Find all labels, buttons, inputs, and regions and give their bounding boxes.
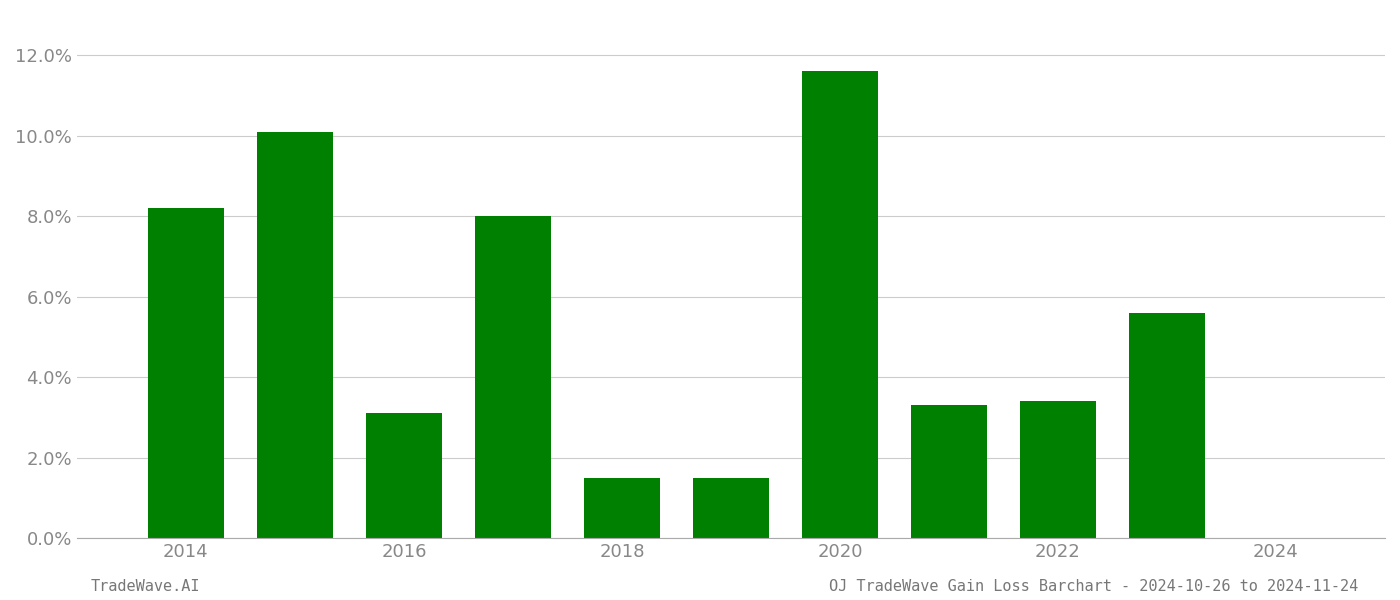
Bar: [475, 216, 552, 538]
Bar: [911, 406, 987, 538]
Bar: [1128, 313, 1205, 538]
Bar: [1019, 401, 1096, 538]
Text: TradeWave.AI: TradeWave.AI: [91, 579, 200, 594]
Bar: [256, 132, 333, 538]
Text: OJ TradeWave Gain Loss Barchart - 2024-10-26 to 2024-11-24: OJ TradeWave Gain Loss Barchart - 2024-1…: [829, 579, 1358, 594]
Bar: [693, 478, 769, 538]
Bar: [365, 413, 442, 538]
Bar: [148, 208, 224, 538]
Bar: [802, 71, 878, 538]
Bar: [584, 478, 659, 538]
